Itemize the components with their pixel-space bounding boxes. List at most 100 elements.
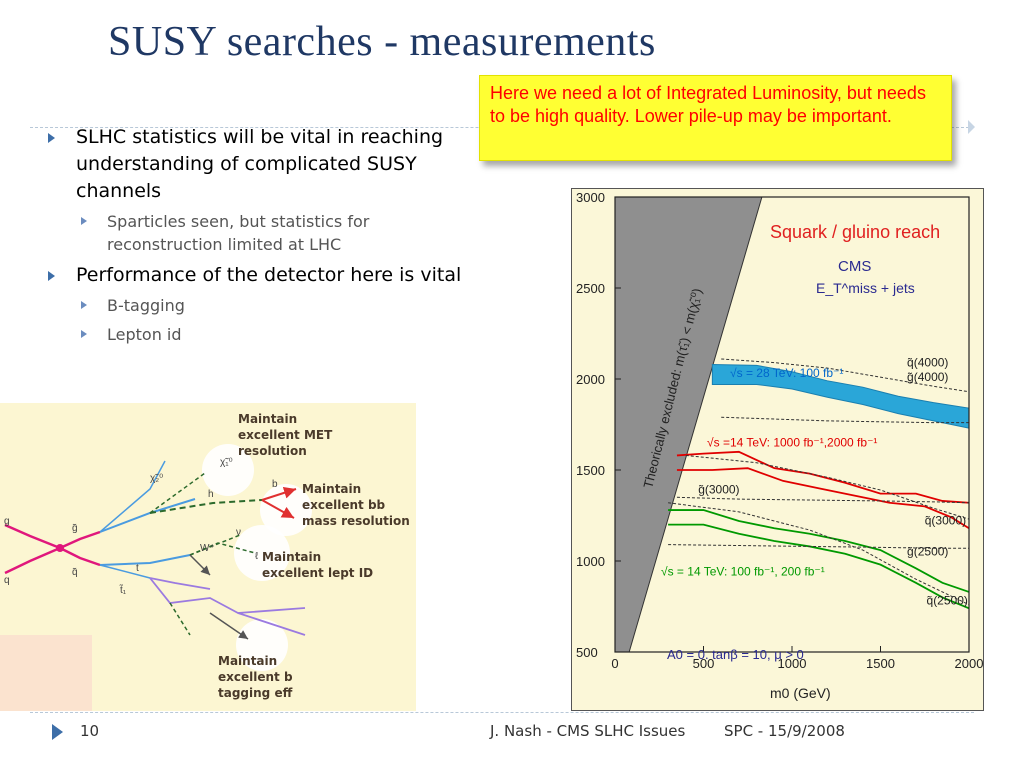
top-line: [149, 577, 211, 590]
annotation-4: g̃(3000): [698, 483, 739, 497]
squark-line: [99, 554, 191, 566]
series-line-4: [721, 358, 970, 393]
excluded-polygon: [614, 196, 763, 653]
tick-labels: 500 1000 1500 2000 2500 3000 0 500 1000 1500 2000: [576, 190, 983, 671]
series-line-3: [668, 523, 970, 610]
y-tick-label: 2500: [576, 281, 605, 296]
sub-bullet-icon: [81, 301, 87, 309]
quark-line: [99, 460, 166, 533]
b-jet: [261, 486, 297, 501]
b-jet: [261, 499, 295, 519]
annotation-5: q̃(3000): [925, 514, 966, 528]
label-btag: Maintain excellent b tagging eff: [218, 654, 293, 700]
bullet-icon: [48, 271, 55, 281]
gluon-line: [4, 523, 61, 550]
squark-line: [99, 498, 196, 533]
symbol-b: b: [272, 479, 278, 490]
page-number: 10: [80, 722, 100, 740]
annotation-0: √s = 28 TeV: 100 fb⁻¹: [730, 366, 843, 380]
lept-halo: [234, 525, 290, 581]
symbol-chi1: χ̃₁⁰: [220, 457, 233, 468]
label-met: Maintain excellent MET resolution: [238, 412, 333, 458]
top-decay-line: [149, 577, 306, 614]
footer-divider: [30, 712, 974, 713]
y-tick-label: 1500: [576, 463, 605, 478]
sub-bullet-icon: [81, 217, 87, 225]
x-tick-label: 1000: [778, 656, 807, 671]
sub-bullet-item: Lepton id: [44, 323, 464, 346]
symbol-gluino: g̃: [72, 523, 78, 534]
neutrino-line: [189, 534, 241, 556]
footer-author: J. Nash - CMS SLHC Issues: [490, 722, 686, 740]
chart-subtitle-2: E_T^miss + jets: [816, 280, 915, 296]
footer-date: SPC - 15/9/2008: [724, 722, 845, 740]
callout-note: Here we need a lot of Integrated Luminos…: [479, 75, 952, 161]
btag-halo: [236, 619, 288, 671]
label-bb: Maintain excellent bb mass resolution: [302, 482, 410, 528]
y-tick-label: 3000: [576, 190, 605, 205]
x-tick-label: 1500: [866, 656, 895, 671]
quark-line: [237, 612, 306, 636]
series-line-8: [668, 544, 969, 549]
series-layer: [668, 358, 970, 610]
y-tick-label: 1000: [576, 554, 605, 569]
divider-arrow: [968, 120, 975, 134]
chart-subtitle: CMS: [838, 258, 871, 275]
params-label: A0 = 0. tanβ = 10, μ > 0: [667, 647, 804, 662]
bullet-list: SLHC statistics will be vital in reachin…: [44, 124, 464, 352]
symbol-h: h: [208, 489, 214, 500]
series-line-5: [721, 416, 969, 424]
axes-layer: [614, 196, 970, 653]
x-tick-label: 2000: [955, 656, 983, 671]
sub-bullet-item: Sparticles seen, but statistics for reco…: [44, 210, 464, 256]
label-lept: Maintain excellent lept ID: [262, 550, 374, 580]
annotation-1: g̃(4000): [907, 370, 948, 384]
symbol-q: q: [4, 575, 10, 586]
higgs-line: [149, 499, 263, 514]
series-line-1: [676, 467, 970, 530]
series-line-7: [685, 454, 970, 520]
symbol-W: W⁺: [200, 543, 215, 554]
bullet-item: SLHC statistics will be vital in reachin…: [44, 124, 464, 205]
annotation-3: √s =14 TeV: 1000 fb⁻¹,2000 fb⁻¹: [707, 435, 877, 449]
symbol-t: t: [136, 563, 139, 574]
annotation-7: √s = 14 TeV: 100 fb⁻¹, 200 fb⁻¹: [661, 565, 825, 579]
sub-bullet-item: B-tagging: [44, 294, 464, 317]
y-tick-label: 2000: [576, 372, 605, 387]
series-line-0: [676, 450, 970, 504]
decay-diagram: g q g̃ q̃ χ̃₂⁰ h χ̃₁⁰ b t W⁺ ν ℓ t̃₁ Mai…: [0, 403, 416, 711]
b-quark: [189, 554, 211, 576]
annotation-6: g̃(2500): [907, 545, 948, 559]
symbol-l: ℓ: [255, 551, 259, 562]
neutralino-line: [149, 472, 206, 514]
b-quark: [209, 612, 249, 640]
series-line-2: [668, 509, 970, 593]
excluded-region: [614, 196, 763, 653]
x-tick-label: 500: [693, 656, 715, 671]
annotation-8: q̃(2500): [927, 594, 968, 608]
symbol-chi2: χ̃₂⁰: [150, 473, 163, 484]
series-line-6: [676, 496, 970, 504]
x-tick-label: 0: [611, 656, 618, 671]
gluino-line: [59, 546, 101, 567]
decay-diagram-svg: g q g̃ q̃ χ̃₂⁰ h χ̃₁⁰ b t W⁺ ν ℓ t̃₁: [4, 444, 312, 671]
gluino-line: [59, 530, 101, 550]
met-halo: [202, 444, 254, 496]
chart-title: Squark / gluino reach: [770, 222, 940, 242]
neutralino-line: [169, 602, 191, 636]
symbol-nu: ν: [236, 527, 241, 538]
bullet-icon: [48, 133, 55, 143]
y-tick-label: 500: [576, 645, 598, 660]
quark-line: [99, 564, 151, 579]
series-line-9: [668, 502, 970, 606]
bullet-item: Performance of the detector here is vita…: [44, 262, 464, 289]
symbol-g: g: [4, 516, 10, 527]
gluon-line: [4, 546, 61, 575]
sub-bullet-icon: [81, 330, 87, 338]
symbol-squark: q̃: [72, 567, 78, 578]
symbol-stop: t̃₁: [119, 584, 127, 596]
annotations-layer: √s = 28 TeV: 100 fb⁻¹ g̃(4000)q̃(4000) √s …: [661, 355, 968, 607]
slide-title: SUSY searches - measurements: [108, 19, 656, 65]
footer-arrow-icon: [52, 724, 63, 740]
